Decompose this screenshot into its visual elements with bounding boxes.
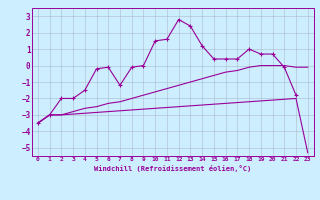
X-axis label: Windchill (Refroidissement éolien,°C): Windchill (Refroidissement éolien,°C) bbox=[94, 165, 252, 172]
